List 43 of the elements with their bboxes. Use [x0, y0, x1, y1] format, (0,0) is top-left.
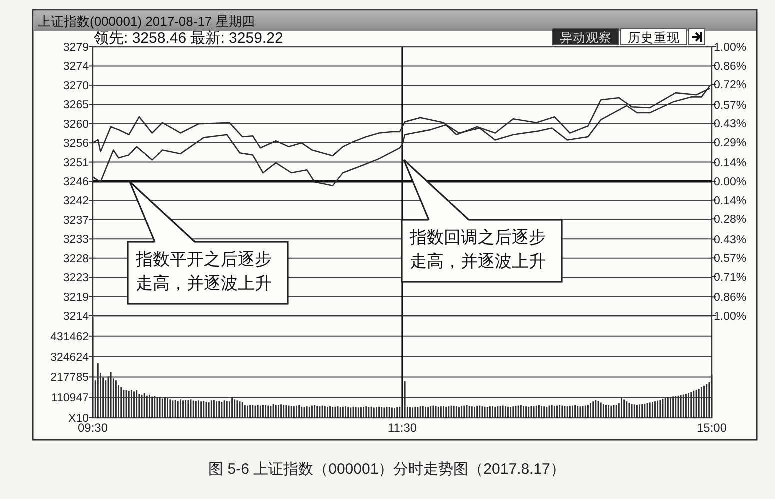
y-tick-label: 3270	[63, 80, 89, 92]
annotation: 指数平开之后逐步走高，并逐波上升	[136, 249, 272, 296]
y-tick-label: 3233	[63, 234, 89, 246]
chart-subtitle: 领先: 3258.46 最新: 3259.22	[94, 30, 284, 47]
y-tick-label: 3246	[63, 176, 89, 188]
y-tick-label: 3260	[63, 118, 89, 131]
annotation: 指数回调之后逐步走高，并逐波上升	[410, 227, 546, 274]
y2-tick-label: 0.86%	[714, 292, 747, 304]
y2-tick-label: 0.14%	[714, 195, 747, 208]
y2-tick-label: 0.28%	[714, 214, 747, 226]
caption: 图 5-6 上证指数（000001）分时走势图（2017.8.17）	[208, 461, 566, 478]
y-tick-label: 3274	[63, 61, 90, 74]
y-tick-label: 431462	[50, 331, 89, 344]
y2-tick-label: 0.43%	[714, 234, 747, 246]
y2-tick-label: 0.57%	[714, 253, 747, 266]
y-tick-label: 3256	[63, 138, 89, 150]
y2-tick-label: 0.14%	[714, 158, 747, 170]
text: 历史重现	[628, 31, 680, 45]
y2-tick-label: 0.72%	[714, 80, 747, 92]
y2-tick-label: 0.43%	[714, 118, 747, 131]
text: 异动观察	[560, 30, 612, 45]
y-tick-label: 3279	[63, 42, 89, 54]
y2-tick-label: 1.00%	[714, 42, 747, 54]
y2-tick-label: 1.00%	[714, 311, 747, 323]
x-tick-label: 11:30	[388, 421, 418, 435]
y-tick-label: 324624	[50, 352, 90, 364]
y2-tick-label: 0.00%	[714, 176, 747, 188]
y-tick-label: 3219	[63, 292, 89, 304]
y-tick-label: 3223	[63, 272, 89, 285]
y2-tick-label: 0.86%	[714, 60, 747, 73]
y-tick-label: 217785	[50, 372, 89, 384]
chart-title: 上证指数(000001) 2017-08-17 星期四	[38, 14, 255, 29]
x-tick-label: 15:00	[696, 421, 728, 435]
y2-tick-label: 0.71%	[714, 272, 747, 284]
y-tick-label: 3242	[63, 196, 89, 208]
y-tick-label: 3214	[63, 311, 90, 323]
y-tick-label: 3265	[63, 100, 89, 112]
y2-tick-label: 0.57%	[714, 100, 747, 112]
y-tick-label: 3237	[63, 214, 89, 227]
y-tick-label: 110947	[51, 392, 89, 405]
y2-tick-label: 0.29%	[714, 137, 747, 150]
y-tick-label: 3228	[63, 253, 89, 266]
y-tick-label: 3251	[63, 157, 89, 170]
